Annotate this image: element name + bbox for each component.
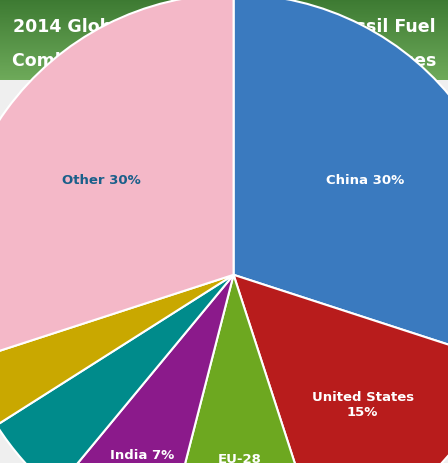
- Bar: [0, 5, 448, 6]
- Wedge shape: [0, 275, 233, 463]
- Bar: [0, 77, 448, 78]
- Bar: [0, 15, 448, 16]
- Bar: [0, 29, 448, 30]
- Bar: [0, 78, 448, 79]
- Bar: [0, 21, 448, 22]
- Bar: [0, 65, 448, 66]
- Bar: [0, 63, 448, 64]
- Bar: [0, 47, 448, 48]
- Bar: [0, 48, 448, 49]
- Bar: [0, 62, 448, 63]
- Wedge shape: [0, 275, 233, 425]
- Bar: [0, 6, 448, 7]
- Bar: [0, 74, 448, 75]
- Bar: [0, 32, 448, 33]
- Bar: [0, 36, 448, 37]
- Bar: [0, 73, 448, 74]
- Bar: [0, 52, 448, 53]
- Bar: [0, 12, 448, 13]
- Bar: [0, 27, 448, 28]
- Text: Combustion and Some Industrial Processes: Combustion and Some Industrial Processes: [12, 52, 436, 70]
- Bar: [0, 13, 448, 14]
- Bar: [0, 46, 448, 47]
- Bar: [0, 60, 448, 61]
- Bar: [0, 45, 448, 46]
- Bar: [0, 18, 448, 19]
- Bar: [0, 28, 448, 29]
- Bar: [0, 23, 448, 24]
- Bar: [0, 59, 448, 60]
- Bar: [0, 55, 448, 56]
- Text: 2014 Global CO₂ Emissions from Fossil Fuel: 2014 Global CO₂ Emissions from Fossil Fu…: [13, 18, 435, 36]
- Bar: [0, 44, 448, 45]
- Bar: [0, 0, 448, 1]
- Bar: [0, 31, 448, 32]
- Bar: [0, 14, 448, 15]
- Bar: [0, 4, 448, 5]
- Bar: [0, 24, 448, 25]
- Wedge shape: [233, 275, 448, 463]
- Bar: [0, 35, 448, 36]
- Bar: [0, 10, 448, 11]
- Bar: [0, 75, 448, 76]
- Bar: [0, 2, 448, 3]
- Bar: [0, 64, 448, 65]
- Bar: [0, 50, 448, 51]
- Bar: [0, 67, 448, 68]
- Bar: [0, 3, 448, 4]
- Bar: [0, 76, 448, 77]
- Wedge shape: [0, 0, 233, 362]
- Text: United States
15%: United States 15%: [311, 390, 414, 418]
- Bar: [0, 11, 448, 12]
- Bar: [0, 66, 448, 67]
- Bar: [0, 79, 448, 80]
- Bar: [0, 22, 448, 23]
- Bar: [0, 7, 448, 8]
- Text: China 30%: China 30%: [326, 173, 405, 186]
- Bar: [0, 37, 448, 38]
- Bar: [0, 58, 448, 59]
- Bar: [0, 26, 448, 27]
- Bar: [0, 68, 448, 69]
- Bar: [0, 42, 448, 43]
- Bar: [0, 20, 448, 21]
- Bar: [0, 61, 448, 62]
- Bar: [0, 43, 448, 44]
- Wedge shape: [164, 275, 320, 463]
- Bar: [0, 8, 448, 9]
- Bar: [0, 49, 448, 50]
- Bar: [0, 39, 448, 40]
- Bar: [0, 40, 448, 41]
- Bar: [0, 56, 448, 57]
- Bar: [0, 19, 448, 20]
- Bar: [0, 17, 448, 18]
- Wedge shape: [55, 275, 233, 463]
- Bar: [0, 80, 448, 81]
- Text: Other 30%: Other 30%: [62, 173, 141, 186]
- Wedge shape: [233, 0, 448, 362]
- Text: India 7%: India 7%: [110, 448, 174, 462]
- Bar: [0, 53, 448, 54]
- Bar: [0, 30, 448, 31]
- Bar: [0, 71, 448, 72]
- Bar: [0, 25, 448, 26]
- Bar: [0, 34, 448, 35]
- Bar: [0, 51, 448, 52]
- Bar: [0, 33, 448, 34]
- Bar: [0, 41, 448, 42]
- Bar: [0, 69, 448, 70]
- Bar: [0, 38, 448, 39]
- Bar: [0, 70, 448, 71]
- Bar: [0, 72, 448, 73]
- Bar: [0, 16, 448, 17]
- Text: EU-28
9%: EU-28 9%: [218, 451, 262, 463]
- Bar: [0, 54, 448, 55]
- Bar: [0, 9, 448, 10]
- Bar: [0, 57, 448, 58]
- Bar: [0, 1, 448, 2]
